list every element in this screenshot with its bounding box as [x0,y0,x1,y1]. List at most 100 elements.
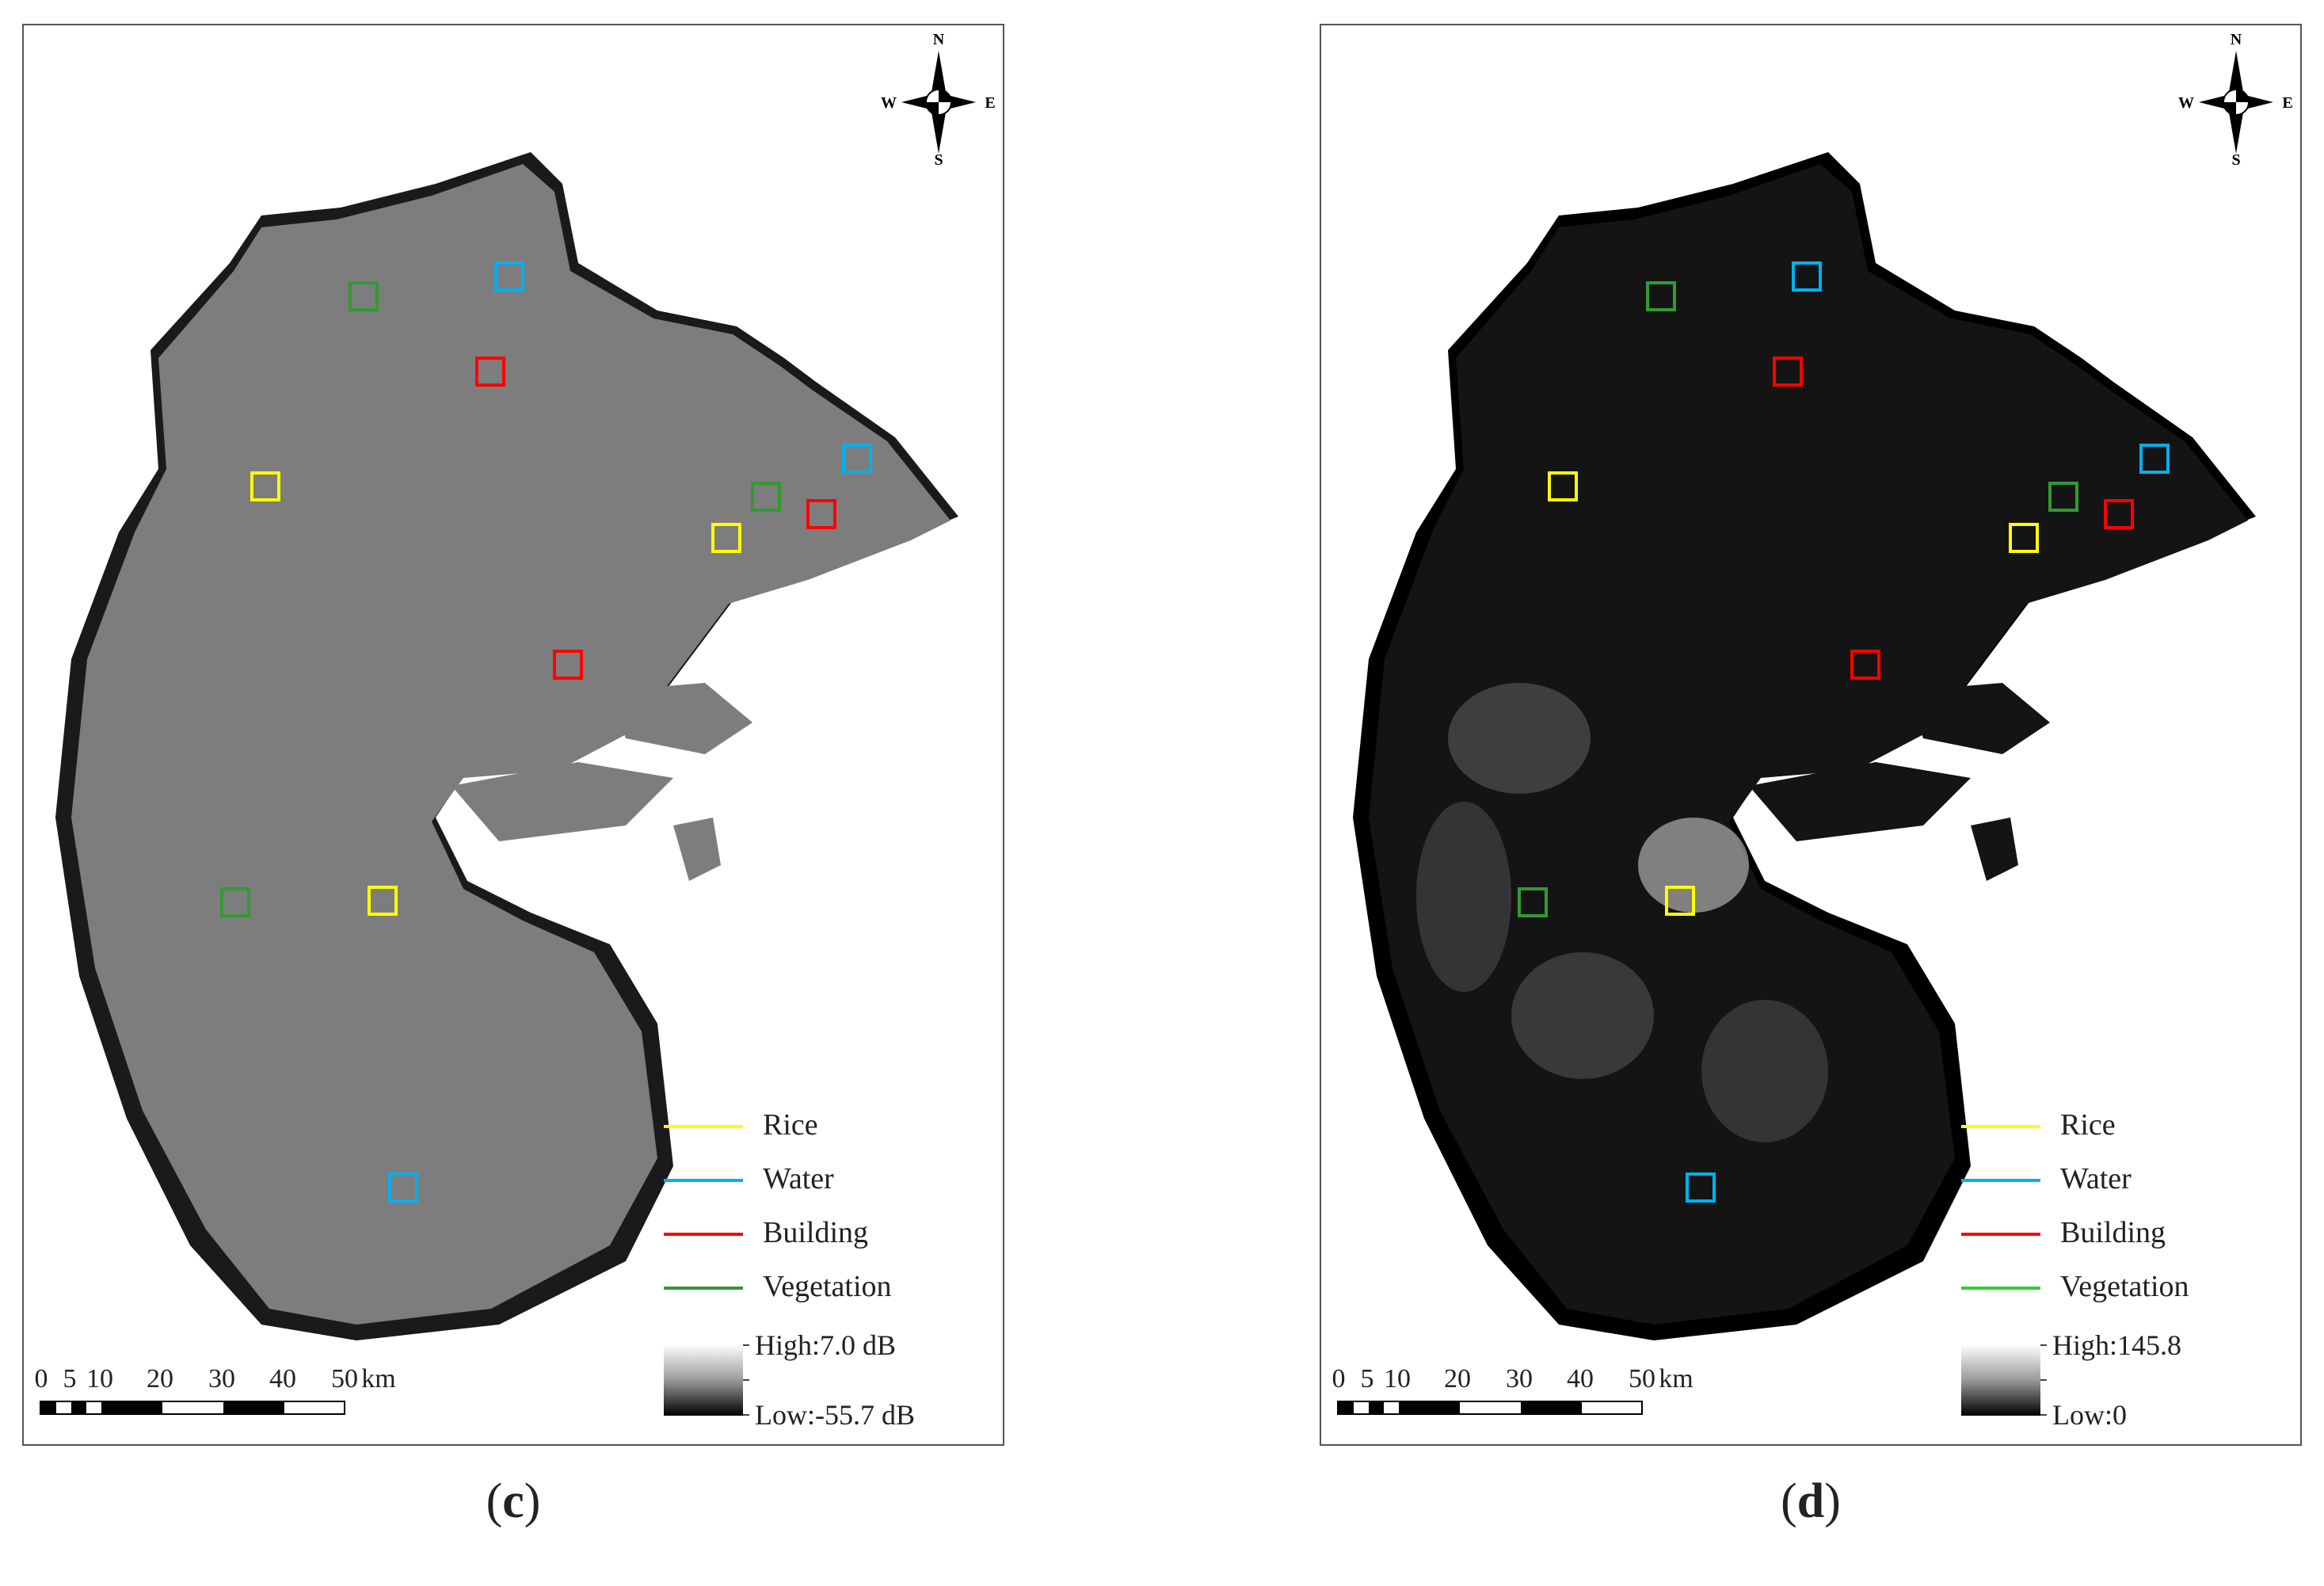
ramp-high-label: High:145.8 [2052,1329,2182,1361]
sample-box-rice [2009,523,2039,553]
sample-box-vegetation [349,281,379,311]
ramp-high-label: High:7.0 dB [755,1329,897,1361]
compass-s: S [2231,151,2240,167]
sample-box-vegetation [2048,482,2078,512]
scale-tick-label: 50 [331,1364,358,1393]
legend-label: Water [2060,1162,2132,1195]
land-mass [1369,164,2248,1325]
bright-speckle [1416,683,1828,1142]
legend-label: Vegetation [2060,1270,2189,1303]
legend-item-building: Building [1961,1210,2278,1264]
legend-item-building: Building [664,1210,981,1264]
legend: Rice Water Building Vegetation [1961,1103,2278,1318]
map-panel-d: N S W E Rice Water Building Vegetation [1320,24,2302,1446]
legend-swatch [1961,1125,2040,1128]
compass-w: W [881,94,897,112]
scale-tick-label: 30 [208,1364,235,1393]
legend-label: Rice [763,1108,818,1142]
sample-box-rice [711,523,741,553]
sample-box-vegetation [1646,281,1676,311]
sample-box-water [2139,444,2170,474]
legend: Rice Water Building Vegetation [664,1103,981,1318]
compass-n: N [933,31,945,48]
island-2 [451,762,673,841]
sample-box-rice [368,886,398,916]
legend-label: Building [763,1216,869,1249]
legend-item-vegetation: Vegetation [1961,1264,2278,1318]
sample-box-water [1686,1172,1716,1203]
island-1 [610,683,752,754]
legend-swatch [664,1179,743,1182]
scale-tick-label: 10 [1384,1364,1411,1393]
north-arrow-icon: N S W E [2178,31,2293,167]
study-area-map-c [55,152,958,1340]
compass-w: W [2178,94,2194,112]
legend-item-vegetation: Vegetation [664,1264,981,1318]
sample-box-water [842,444,872,474]
legend-item-water: Water [664,1157,981,1210]
legend-item-rice: Rice [664,1103,981,1157]
ramp-gradient [1961,1344,2040,1416]
sample-box-vegetation [220,887,250,917]
sample-boxes-d [1518,261,2170,1203]
sample-box-water [494,261,524,292]
sample-box-rice [250,471,280,501]
sample-box-vegetation [751,482,781,512]
scale-segments [40,1401,345,1415]
ramp-low-label: Low:0 [2052,1399,2127,1431]
compass-n: N [2231,31,2242,48]
sample-box-building [806,499,836,529]
compass-s: S [934,151,943,167]
legend-swatch [1961,1287,2040,1290]
island-2 [1749,762,1971,841]
legend-swatch [664,1287,743,1290]
ramp-gradient [664,1344,743,1416]
sample-box-rice [1548,471,1578,501]
sample-box-building [475,356,505,387]
sample-box-water [388,1172,418,1203]
legend-swatch [1961,1233,2040,1236]
sample-box-water [1792,261,1822,292]
caption-c: (c) [486,1474,541,1528]
legend-item-rice: Rice [1961,1103,2278,1157]
sample-box-building [1773,356,1803,387]
legend-label: Vegetation [763,1270,892,1303]
legend-item-water: Water [1961,1157,2278,1210]
scale-tick-label: 30 [1506,1364,1533,1393]
land-mass [71,164,951,1325]
sample-box-building [1850,650,1880,680]
legend-label: Rice [2060,1108,2116,1142]
legend-swatch [664,1125,743,1128]
map-panel-c: N S W E Rice Water Building Vegetation [22,24,1004,1446]
scale-tick-label: 20 [147,1364,173,1393]
scale-tick-label: 0 [34,1364,48,1393]
scale-tick-label: 40 [1567,1364,1594,1393]
color-ramp: High:7.0 dB Low:-55.7 dB [664,1329,981,1431]
scale-unit: km [361,1364,396,1393]
scale-tick-label: 0 [1332,1364,1346,1393]
sample-box-rice [1665,886,1695,916]
scale-bar: 0 5 10 20 30 40 50 km [1332,1364,1693,1428]
scale-segments [1337,1401,1643,1415]
scale-tick-label: 50 [1629,1364,1655,1393]
scale-tick-label: 10 [86,1364,113,1393]
island-1 [1907,683,2050,754]
scale-tick-label: 5 [1360,1364,1374,1393]
compass-e: E [985,94,995,112]
study-area-map-d [1353,152,2256,1340]
legend-swatch [664,1233,743,1236]
scale-tick-label: 40 [269,1364,296,1393]
island-3 [1971,818,2018,881]
sample-box-building [2104,499,2134,529]
scale-tick-label: 20 [1444,1364,1471,1393]
scale-unit: km [1659,1364,1693,1393]
legend-label: Water [763,1162,834,1195]
scale-bar: 0 5 10 20 30 40 50 km [35,1364,396,1428]
color-ramp: High:145.8 Low:0 [1961,1329,2278,1431]
sample-box-vegetation [1518,887,1548,917]
sample-box-building [553,650,583,680]
compass-e: E [2282,94,2292,112]
ramp-low-label: Low:-55.7 dB [755,1399,915,1431]
legend-swatch [1961,1179,2040,1182]
scale-tick-label: 5 [63,1364,77,1393]
